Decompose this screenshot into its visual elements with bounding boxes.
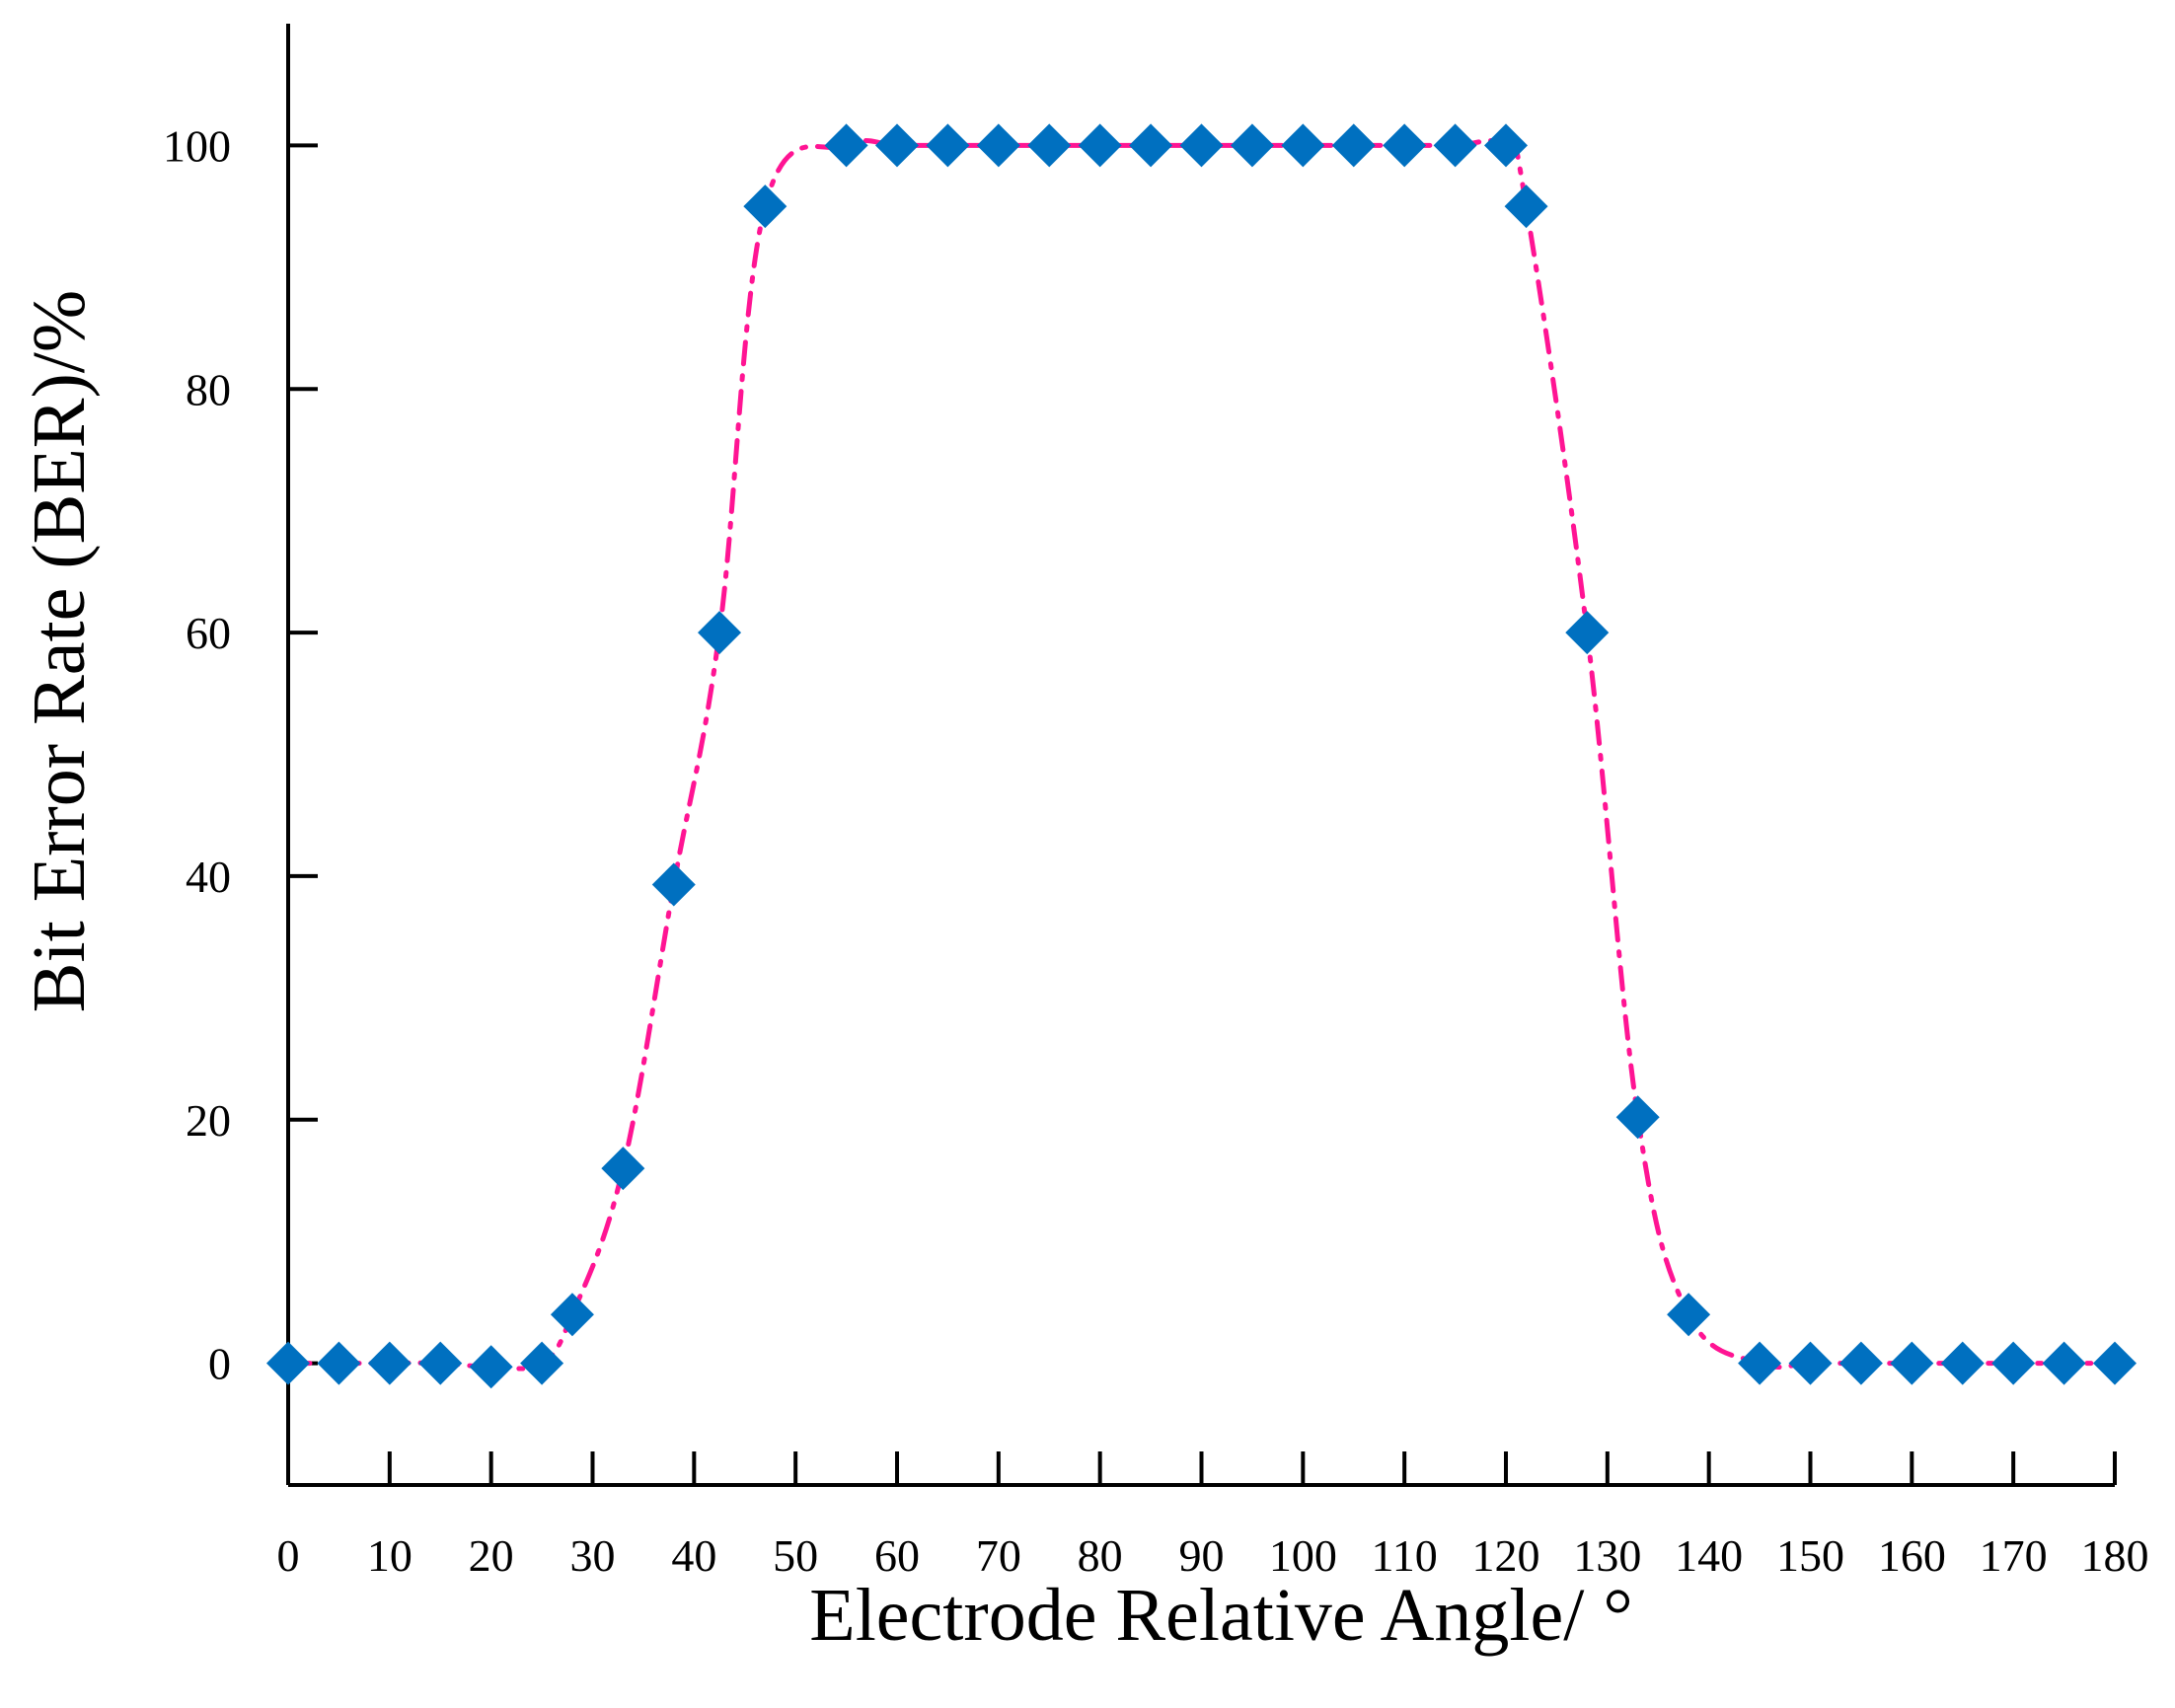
x-tick-label: 0 — [277, 1530, 300, 1581]
data-point-diamond: BER: (42.5, 60) — [698, 611, 742, 655]
data-point-diamond: BER: (110, 100) — [1383, 123, 1427, 168]
data-point-diamond: BER: (90, 100) — [1179, 123, 1224, 168]
y-tick-label: 60 — [186, 608, 231, 658]
x-tick-label: 70 — [976, 1530, 1021, 1581]
data-point-diamond: BER: (47, 95) — [743, 185, 788, 229]
x-tick-label: 100 — [1269, 1530, 1337, 1581]
data-point-diamond: BER: (133, 20.2) — [1615, 1095, 1660, 1140]
data-point-diamond: BER: (55, 100) — [824, 123, 868, 168]
data-point-diamond: BER: (80, 100) — [1078, 123, 1122, 168]
data-point-diamond: BER: (25, 0) — [520, 1341, 564, 1385]
x-tick-label: 60 — [874, 1530, 920, 1581]
data-point-diamond: BER: (138, 4) — [1667, 1293, 1711, 1337]
x-tick-label: 40 — [671, 1530, 716, 1581]
data-point-diamond: BER: (160, 0) — [1890, 1341, 1934, 1385]
y-tick-label: 40 — [186, 852, 231, 902]
data-point-diamond: BER: (10, 0) — [367, 1341, 412, 1385]
trend-line-group — [285, 138, 2118, 1372]
data-point-diamond: BER: (175, 0) — [2042, 1341, 2086, 1385]
data-point-diamond: BER: (65, 100) — [926, 123, 970, 168]
data-point-diamond: BER: (5, 0) — [317, 1341, 361, 1385]
x-tick-label: 180 — [2081, 1530, 2149, 1581]
axes-group — [286, 24, 2115, 1487]
data-point-diamond: BER: (165, 0) — [1940, 1341, 1985, 1385]
ticks-group: 0 20 40 60 80 100 0 10 20 30 40 50 60 70 80 90 100 110 120… — [163, 120, 2149, 1581]
y-tick-label: 80 — [186, 364, 231, 414]
data-point-diamond: BER: (15, 0) — [418, 1341, 463, 1385]
data-point-diamond: BER: (38, 39.3) — [651, 862, 696, 907]
x-tick-label: 50 — [773, 1530, 818, 1581]
data-point-diamond: BER: (20, -0.3) — [469, 1345, 513, 1389]
x-tick-label: 150 — [1776, 1530, 1844, 1581]
x-tick-label: 80 — [1078, 1530, 1123, 1581]
x-tick-label: 120 — [1472, 1530, 1540, 1581]
data-point-diamond: BER: (70, 100) — [976, 123, 1020, 168]
data-point-diamond: BER: (33, 16) — [601, 1147, 645, 1191]
data-points-group: BER: (0, 0)BER: (5, 0)BER: (10, 0)BER: (… — [266, 123, 2137, 1389]
data-point-diamond: BER: (95, 100) — [1230, 123, 1274, 168]
data-point-diamond: BER: (155, 0) — [1838, 1341, 1883, 1385]
data-point-diamond: BER: (28, 4) — [550, 1293, 594, 1337]
data-point-diamond: BER: (145, 0) — [1738, 1341, 1782, 1385]
y-axis-title: Bit Error Rate (BER)/% — [18, 290, 101, 1012]
data-point-diamond: BER: (105, 100) — [1331, 123, 1376, 168]
data-point-diamond: BER: (85, 100) — [1129, 123, 1173, 168]
x-tick-label: 90 — [1179, 1530, 1225, 1581]
x-tick-label: 30 — [570, 1530, 616, 1581]
x-tick-label: 110 — [1372, 1530, 1438, 1581]
data-point-diamond: BER: (75, 100) — [1027, 123, 1072, 168]
data-point-diamond: BER: (122, 95) — [1504, 185, 1548, 229]
x-tick-label: 140 — [1675, 1530, 1743, 1581]
data-point-diamond: BER: (128, 60) — [1565, 611, 1610, 655]
series-trend-line — [285, 138, 2118, 1372]
data-point-diamond: BER: (60, 100) — [875, 123, 919, 168]
y-tick-label: 20 — [186, 1095, 231, 1146]
data-point-diamond: BER: (0, 0) — [266, 1341, 310, 1385]
x-tick-label: 170 — [1980, 1530, 2048, 1581]
data-point-diamond: BER: (170, 0) — [1991, 1341, 2036, 1385]
x-tick-label: 20 — [469, 1530, 514, 1581]
data-point-diamond: BER: (180, 0) — [2093, 1341, 2137, 1385]
data-point-diamond: BER: (100, 100) — [1281, 123, 1325, 168]
x-tick-label: 130 — [1573, 1530, 1641, 1581]
data-point-diamond: BER: (120, 100) — [1484, 123, 1528, 168]
x-tick-label: 160 — [1878, 1530, 1946, 1581]
x-tick-label: 10 — [367, 1530, 412, 1581]
y-tick-label: 100 — [163, 120, 231, 171]
x-axis-title: Electrode Relative Angle/ ° — [809, 1574, 1632, 1657]
data-point-diamond: BER: (150, 0) — [1788, 1341, 1833, 1385]
data-point-diamond: BER: (115, 100) — [1433, 123, 1477, 168]
y-tick-label: 0 — [208, 1339, 231, 1389]
